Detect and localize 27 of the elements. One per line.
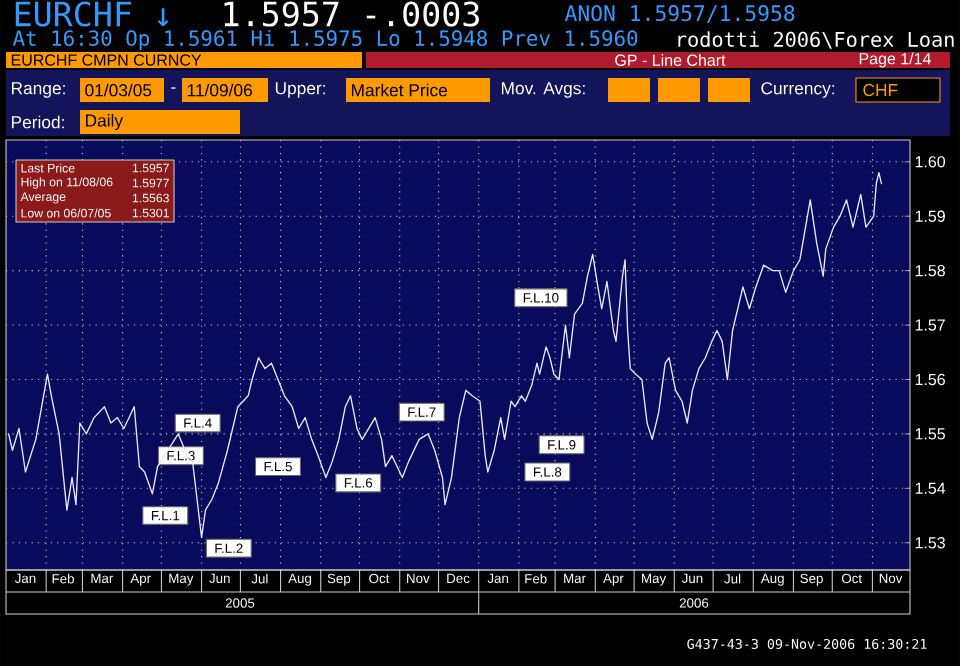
y-tick-label: 1.59 bbox=[915, 210, 945, 222]
text: Daily bbox=[85, 113, 124, 131]
y-tick-label: 1.60 bbox=[915, 156, 946, 168]
text: Range: bbox=[11, 82, 65, 98]
chart-subtitle: GP - Line Chart bbox=[615, 54, 726, 66]
text: Period: bbox=[11, 115, 64, 129]
text: EURCHF ↓ bbox=[15, 1, 169, 27]
text: Page 1/14 bbox=[859, 52, 931, 68]
y-tick-label: 1.53 bbox=[915, 537, 945, 549]
y-tick-label: 1.57 bbox=[915, 319, 945, 331]
text: Currency: bbox=[761, 82, 835, 98]
text: At 16:30 Op 1.5961 Hi 1.5975 Lo 1.5948 Prev 1.5960 bbox=[12, 29, 638, 51]
text: Market Price bbox=[351, 83, 448, 97]
chart-title: EURCHF CMPN CURNCY bbox=[11, 54, 202, 66]
text: ANON 1.5957/1.5958 bbox=[564, 5, 795, 23]
text: Upper: bbox=[275, 82, 325, 98]
y-tick-label: 1.54 bbox=[915, 482, 946, 494]
text: 11/09/06 bbox=[187, 83, 252, 97]
text: - bbox=[171, 87, 176, 89]
text: 1.5957 -.0003 bbox=[224, 1, 479, 27]
text: 01/03/05 bbox=[85, 83, 152, 97]
text: rodotti 2006\Forex Loan bbox=[678, 31, 954, 49]
y-tick-label: 1.58 bbox=[915, 264, 945, 277]
y-tick-label: 1.55 bbox=[915, 428, 945, 440]
y-tick-label: 1.56 bbox=[915, 373, 945, 386]
text: Mov. Avgs: bbox=[501, 82, 585, 98]
text: CHF bbox=[863, 83, 898, 97]
